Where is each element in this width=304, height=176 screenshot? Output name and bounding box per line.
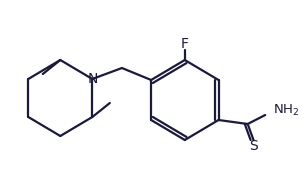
Text: F: F [181,37,189,51]
Text: NH$_2$: NH$_2$ [273,102,299,118]
Text: S: S [249,139,258,153]
Text: N: N [87,72,98,86]
